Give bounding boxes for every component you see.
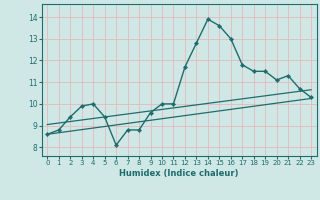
X-axis label: Humidex (Indice chaleur): Humidex (Indice chaleur) xyxy=(119,169,239,178)
